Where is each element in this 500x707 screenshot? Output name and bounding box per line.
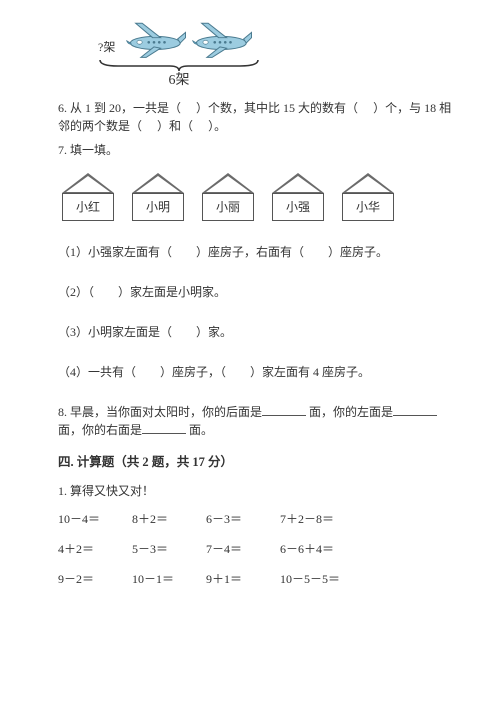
calc-cell: 7－4＝ xyxy=(206,540,280,558)
calc-cell: 10－1＝ xyxy=(132,570,206,588)
blank-field xyxy=(262,404,306,416)
house-row: 小红 小明 小丽 小强 小华 xyxy=(62,173,452,221)
q7-sub-4: （4）一共有（ ）座房子，（ ）家左面有 4 座房子。 xyxy=(58,363,452,381)
q7-intro: 7. 填一填。 xyxy=(58,141,452,159)
q8-text: 面，你的右面是 xyxy=(58,423,142,437)
house-label: 小红 xyxy=(62,193,114,221)
q7-sub-3: （3）小明家左面是（ ）家。 xyxy=(58,323,452,341)
q6-text: ）和（ xyxy=(157,119,193,133)
airplane-diagram: ?架 xyxy=(58,18,452,91)
q8-text: 8. 早晨，当你面对太阳时，你的后面是 xyxy=(58,405,262,419)
roof-icon xyxy=(272,173,324,193)
calc-cell: 9＋1＝ xyxy=(206,570,280,588)
house-item: 小丽 xyxy=(202,173,254,221)
q6-text: 6. 从 1 到 20，一共是（ xyxy=(58,101,181,115)
house-label: 小丽 xyxy=(202,193,254,221)
question-6: 6. 从 1 到 20，一共是（ ）个数，其中比 15 大的数有（ ）个，与 1… xyxy=(58,99,452,135)
blank-field xyxy=(142,422,186,434)
q7-sub-2: （2）（ ）家左面是小明家。 xyxy=(58,283,452,301)
calc-cell: 8＋2＝ xyxy=(132,510,206,528)
calc-cell: 5－3＝ xyxy=(132,540,206,558)
roof-icon xyxy=(62,173,114,193)
plane-row: ?架 xyxy=(98,18,452,60)
house-label: 小明 xyxy=(132,193,184,221)
house-item: 小华 xyxy=(342,173,394,221)
section-4-title: 四. 计算题（共 2 题，共 17 分） xyxy=(58,453,452,472)
house-item: 小强 xyxy=(272,173,324,221)
airplane-icon xyxy=(187,18,253,60)
bracket-row: 6架 xyxy=(98,58,452,91)
q7-sub-1: （1）小强家左面有（ ）座房子，右面有（ ）座房子。 xyxy=(58,243,452,261)
blank-field xyxy=(393,404,437,416)
q6-text: ）个数，其中比 15 大的数有（ xyxy=(196,101,358,115)
question-7: 7. 填一填。 小红 小明 小丽 小强 小华 （1）小强家 xyxy=(58,141,452,381)
calc-q1-title: 1. 算得又快又对！ xyxy=(58,482,452,500)
calc-cell: 6－6＋4＝ xyxy=(280,540,370,558)
question-8: 8. 早晨，当你面对太阳时，你的后面是 面，你的左面是 面，你的右面是 面。 xyxy=(58,403,452,439)
house-item: 小明 xyxy=(132,173,184,221)
unknown-count-label: ?架 xyxy=(98,38,115,60)
q8-text: 面，你的左面是 xyxy=(309,405,393,419)
house-label: 小强 xyxy=(272,193,324,221)
roof-icon xyxy=(132,173,184,193)
calc-cell: 10－4＝ xyxy=(58,510,132,528)
calc-cell: 4＋2＝ xyxy=(58,540,132,558)
house-item: 小红 xyxy=(62,173,114,221)
calc-cell: 10－5－5＝ xyxy=(280,570,370,588)
calc-grid: 10－4＝ 8＋2＝ 6－3＝ 7＋2－8＝ 4＋2＝ 5－3＝ 7－4＝ 6－… xyxy=(58,510,452,588)
airplane-icon xyxy=(121,18,187,60)
calc-cell: 9－2＝ xyxy=(58,570,132,588)
house-label: 小华 xyxy=(342,193,394,221)
roof-icon xyxy=(202,173,254,193)
total-count-label: 6架 xyxy=(98,70,260,91)
roof-icon xyxy=(342,173,394,193)
q6-text: ）。 xyxy=(208,119,226,133)
calc-cell: 7＋2－8＝ xyxy=(280,510,370,528)
calc-cell: 6－3＝ xyxy=(206,510,280,528)
q8-text: 面。 xyxy=(189,423,213,437)
